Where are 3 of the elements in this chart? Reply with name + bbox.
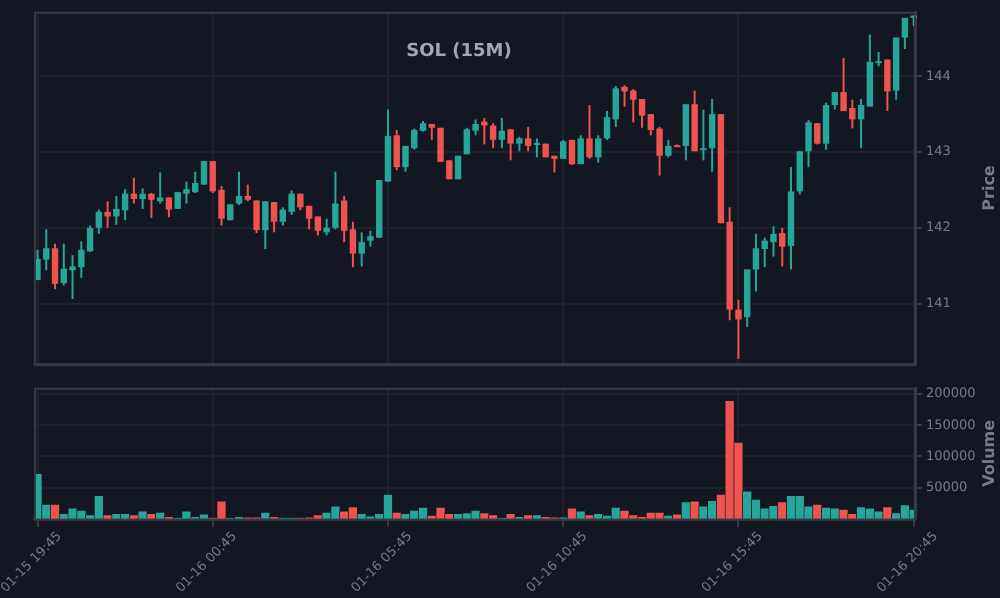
y-axis-title: Volume: [980, 418, 999, 487]
y-axis-title: Price: [980, 164, 999, 211]
text: SOL (15M): [406, 42, 512, 63]
